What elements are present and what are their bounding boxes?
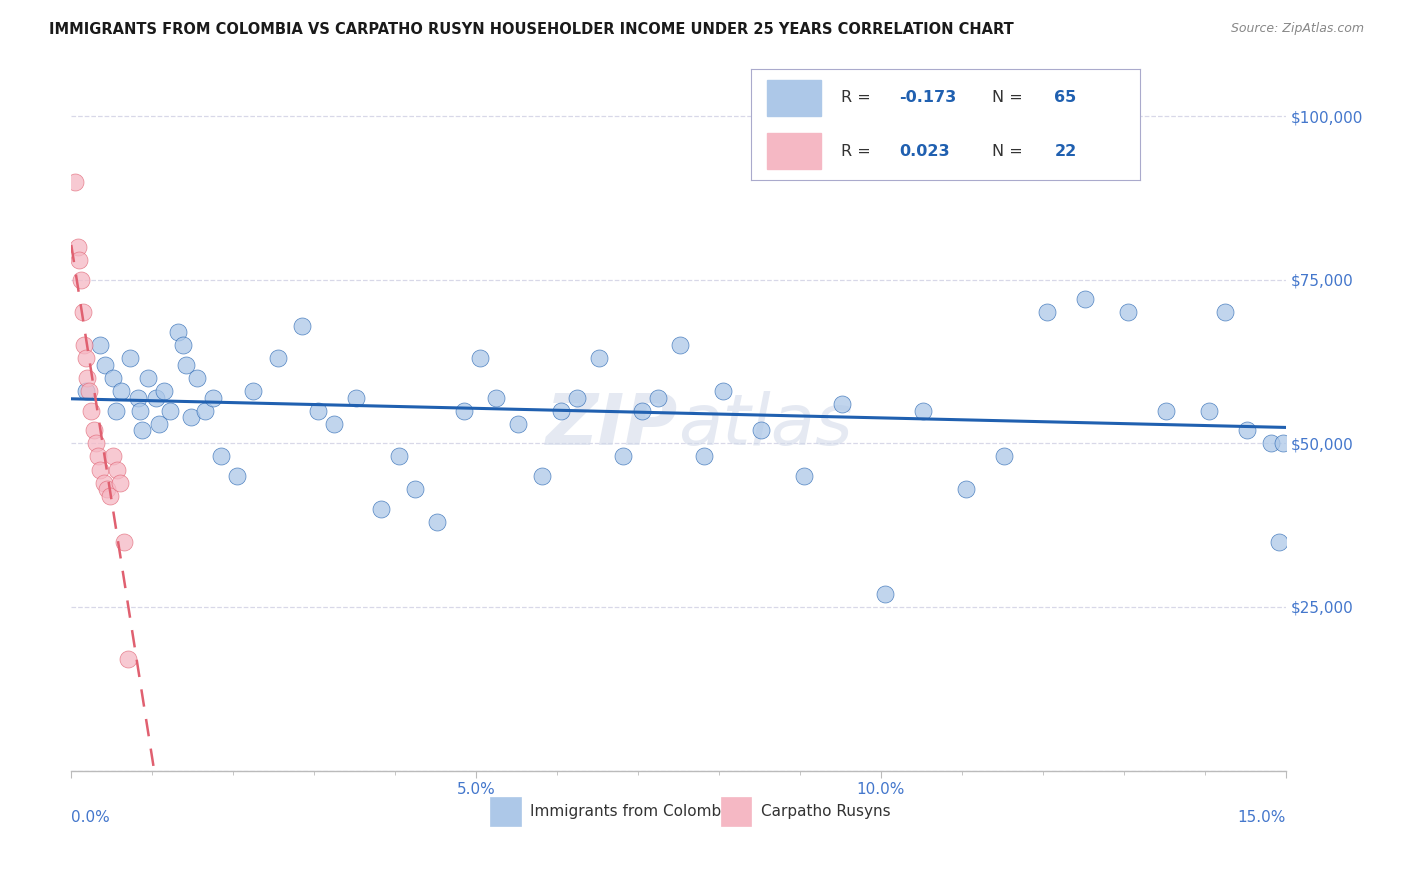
Point <box>669 338 692 352</box>
Point <box>404 482 426 496</box>
Point <box>103 371 125 385</box>
Point <box>1260 436 1282 450</box>
Point <box>468 351 491 366</box>
Point <box>117 652 139 666</box>
Point <box>1154 403 1177 417</box>
Point <box>93 475 115 490</box>
Point <box>226 469 249 483</box>
Point <box>108 475 131 490</box>
Point <box>186 371 208 385</box>
Point <box>136 371 159 385</box>
Point <box>148 417 170 431</box>
Point <box>70 273 93 287</box>
Point <box>1036 305 1059 319</box>
Text: atlas: atlas <box>679 391 853 459</box>
Point <box>911 403 934 417</box>
Point <box>65 175 87 189</box>
Text: Carpatho Rusyns: Carpatho Rusyns <box>761 804 890 819</box>
Point <box>89 338 111 352</box>
Point <box>72 305 94 319</box>
Point <box>242 384 264 398</box>
Point <box>75 351 97 366</box>
Point <box>84 436 107 450</box>
Text: 15.0%: 15.0% <box>1237 810 1285 825</box>
Point <box>291 318 314 333</box>
Point <box>370 501 392 516</box>
Point <box>793 469 815 483</box>
Point <box>1116 305 1139 319</box>
Point <box>567 391 589 405</box>
Point <box>66 240 89 254</box>
Point <box>83 423 105 437</box>
FancyBboxPatch shape <box>721 797 751 826</box>
Point <box>174 358 197 372</box>
Point <box>87 450 110 464</box>
Point <box>145 391 167 405</box>
Point <box>749 423 772 437</box>
Point <box>76 371 98 385</box>
Text: Source: ZipAtlas.com: Source: ZipAtlas.com <box>1230 22 1364 36</box>
Point <box>631 403 654 417</box>
Text: ZIP: ZIP <box>546 391 679 459</box>
Point <box>67 253 90 268</box>
Point <box>201 391 224 405</box>
Point <box>1268 534 1291 549</box>
Point <box>98 489 121 503</box>
Point <box>873 587 896 601</box>
Point <box>80 403 103 417</box>
Point <box>153 384 176 398</box>
Point <box>388 450 411 464</box>
Point <box>129 403 152 417</box>
Point <box>89 462 111 476</box>
Point <box>96 482 118 496</box>
Point <box>131 423 153 437</box>
Point <box>1272 436 1295 450</box>
Point <box>180 410 202 425</box>
Point <box>94 358 117 372</box>
Point <box>550 403 572 417</box>
Text: 0.0%: 0.0% <box>72 810 110 825</box>
Point <box>194 403 217 417</box>
Point <box>831 397 853 411</box>
Point <box>75 384 97 398</box>
Point <box>1213 305 1236 319</box>
Point <box>167 325 190 339</box>
Point <box>711 384 734 398</box>
Point <box>209 450 232 464</box>
Point <box>955 482 977 496</box>
Point <box>110 384 132 398</box>
Point <box>172 338 194 352</box>
Point <box>112 534 135 549</box>
Point <box>1074 293 1097 307</box>
Point <box>588 351 610 366</box>
Point <box>485 391 508 405</box>
Point <box>344 391 367 405</box>
Point <box>267 351 290 366</box>
Point <box>127 391 149 405</box>
Point <box>426 515 449 529</box>
Point <box>453 403 475 417</box>
Text: Immigrants from Colombia: Immigrants from Colombia <box>530 804 735 819</box>
Point <box>647 391 669 405</box>
Point <box>323 417 346 431</box>
Point <box>118 351 141 366</box>
Point <box>73 338 96 352</box>
Text: IMMIGRANTS FROM COLOMBIA VS CARPATHO RUSYN HOUSEHOLDER INCOME UNDER 25 YEARS COR: IMMIGRANTS FROM COLOMBIA VS CARPATHO RUS… <box>49 22 1014 37</box>
Point <box>612 450 634 464</box>
Point <box>993 450 1015 464</box>
Point <box>1198 403 1220 417</box>
Point <box>105 462 128 476</box>
Point <box>104 403 127 417</box>
Point <box>307 403 329 417</box>
Point <box>531 469 554 483</box>
Point <box>693 450 716 464</box>
Point <box>77 384 100 398</box>
Point <box>1236 423 1258 437</box>
FancyBboxPatch shape <box>491 797 520 826</box>
Point <box>159 403 181 417</box>
Point <box>103 450 125 464</box>
Point <box>508 417 530 431</box>
